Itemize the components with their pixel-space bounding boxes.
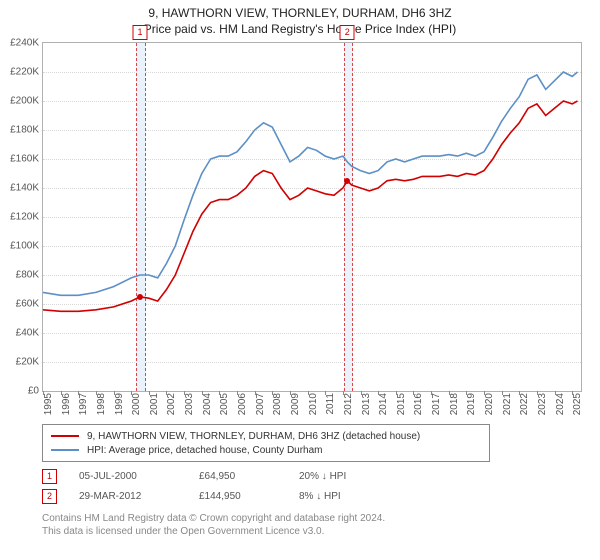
sales-price: £64,950 [199, 471, 299, 482]
sales-date: 29-MAR-2012 [79, 491, 199, 502]
x-axis-label: 2014 [378, 393, 389, 423]
x-axis-label: 2004 [202, 393, 213, 423]
y-axis-label: £240K [1, 38, 39, 49]
legend-item: HPI: Average price, detached house, Coun… [51, 443, 481, 457]
legend-swatch [51, 449, 79, 451]
x-axis-label: 2002 [166, 393, 177, 423]
sales-date: 05-JUL-2000 [79, 471, 199, 482]
series-price_paid [43, 101, 578, 311]
legend-item: 9, HAWTHORN VIEW, THORNLEY, DURHAM, DH6 … [51, 429, 481, 443]
x-axis-label: 2007 [255, 393, 266, 423]
x-axis-label: 2000 [131, 393, 142, 423]
y-axis-label: £60K [1, 299, 39, 310]
plot-area: £0£20K£40K£60K£80K£100K£120K£140K£160K£1… [42, 42, 582, 392]
titles: 9, HAWTHORN VIEW, THORNLEY, DURHAM, DH6 … [0, 0, 600, 37]
x-axis-label: 2006 [237, 393, 248, 423]
sale-dot [137, 294, 143, 300]
x-axis-label: 2018 [449, 393, 460, 423]
title-secondary: Price paid vs. HM Land Registry's House … [0, 22, 600, 38]
legend-label: 9, HAWTHORN VIEW, THORNLEY, DURHAM, DH6 … [87, 431, 420, 442]
x-axis-label: 1996 [61, 393, 72, 423]
y-axis-label: £120K [1, 212, 39, 223]
y-axis-label: £220K [1, 67, 39, 78]
sales-row: 1 05-JUL-2000£64,95020% ↓ HPI [42, 466, 409, 486]
legend: 9, HAWTHORN VIEW, THORNLEY, DURHAM, DH6 … [42, 424, 490, 462]
x-axis-label: 2011 [325, 393, 336, 423]
x-axis-label: 2016 [413, 393, 424, 423]
sales-table: 1 05-JUL-2000£64,95020% ↓ HPI 2 29-MAR-2012… [42, 466, 409, 506]
x-axis-label: 2024 [555, 393, 566, 423]
x-axis-label: 1998 [96, 393, 107, 423]
y-axis-label: £200K [1, 96, 39, 107]
y-axis-label: £20K [1, 357, 39, 368]
y-axis-label: £180K [1, 125, 39, 136]
footer-line2: This data is licensed under the Open Gov… [42, 525, 385, 538]
sales-diff: 20% ↓ HPI [299, 471, 409, 482]
legend-swatch [51, 435, 79, 437]
x-axis-label: 1995 [43, 393, 54, 423]
x-axis-label: 2013 [361, 393, 372, 423]
x-axis-label: 2009 [290, 393, 301, 423]
x-axis-label: 2008 [272, 393, 283, 423]
y-axis-label: £100K [1, 241, 39, 252]
x-axis-label: 2015 [396, 393, 407, 423]
chart-lines [43, 43, 581, 391]
sales-row: 2 29-MAR-2012£144,9508% ↓ HPI [42, 486, 409, 506]
y-axis-label: £80K [1, 270, 39, 281]
x-axis-label: 2003 [184, 393, 195, 423]
footer-line1: Contains HM Land Registry data © Crown c… [42, 512, 385, 525]
x-axis-label: 1999 [114, 393, 125, 423]
x-axis-label: 2023 [537, 393, 548, 423]
y-axis-label: £160K [1, 154, 39, 165]
x-axis-label: 2017 [431, 393, 442, 423]
x-axis-label: 1997 [78, 393, 89, 423]
x-axis-label: 2019 [466, 393, 477, 423]
sale-marker-label: 1 [133, 25, 148, 40]
x-axis-label: 2020 [484, 393, 495, 423]
sales-marker: 1 [42, 469, 57, 484]
sale-dot [344, 178, 350, 184]
x-axis-label: 2010 [308, 393, 319, 423]
sales-diff: 8% ↓ HPI [299, 491, 409, 502]
sale-marker-label: 2 [340, 25, 355, 40]
y-axis-label: £140K [1, 183, 39, 194]
y-axis-label: £40K [1, 328, 39, 339]
y-axis-label: £0 [1, 386, 39, 397]
sales-price: £144,950 [199, 491, 299, 502]
series-hpi [43, 72, 578, 295]
x-axis-label: 2005 [219, 393, 230, 423]
x-axis-label: 2001 [149, 393, 160, 423]
chart-container: 9, HAWTHORN VIEW, THORNLEY, DURHAM, DH6 … [0, 0, 600, 560]
x-axis-label: 2021 [502, 393, 513, 423]
x-axis-label: 2025 [572, 393, 583, 423]
title-primary: 9, HAWTHORN VIEW, THORNLEY, DURHAM, DH6 … [0, 6, 600, 22]
footer: Contains HM Land Registry data © Crown c… [42, 512, 385, 538]
sales-marker: 2 [42, 489, 57, 504]
legend-label: HPI: Average price, detached house, Coun… [87, 445, 323, 456]
x-axis-label: 2012 [343, 393, 354, 423]
x-axis-label: 2022 [519, 393, 530, 423]
